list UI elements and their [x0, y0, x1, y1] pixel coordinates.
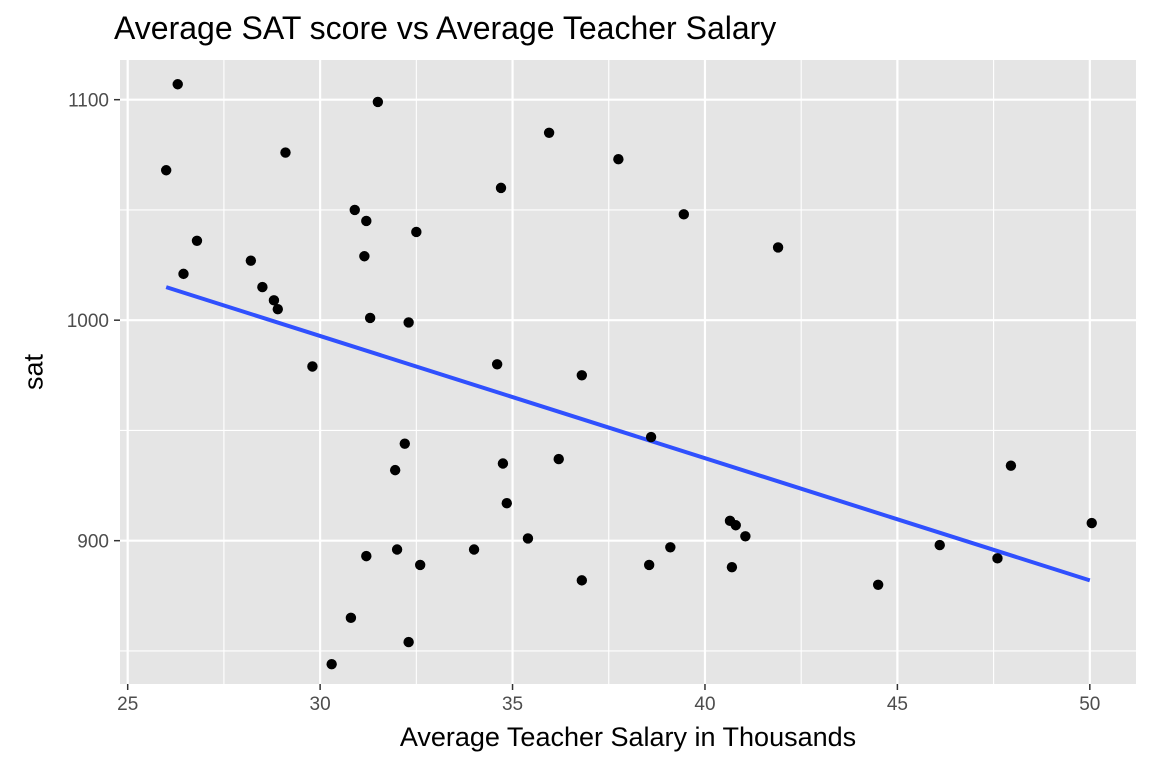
x-tick-label: 25: [117, 694, 138, 715]
data-point: [678, 209, 690, 220]
fit-layer: [165, 285, 1091, 583]
data-point: [178, 268, 189, 280]
data-point: [345, 612, 357, 624]
data-point: [160, 165, 172, 176]
data-point: [543, 127, 555, 138]
y-axis: 900 1000 1100: [67, 91, 120, 553]
data-point: [361, 550, 372, 562]
data-point: [389, 464, 401, 476]
y-tick-label: 1000: [67, 311, 109, 332]
x-axis: 25 30 35 40 45 50: [117, 684, 1100, 715]
x-tick-label: 30: [310, 694, 331, 715]
data-point: [1086, 517, 1097, 529]
data-point: [645, 431, 657, 443]
x-axis-label: Average Teacher Salary in Thousands: [399, 722, 857, 752]
data-point: [172, 79, 183, 90]
data-point: [191, 235, 203, 247]
data-point: [553, 453, 564, 465]
chart-title: Average SAT score vs Average Teacher Sal…: [114, 10, 777, 46]
data-point: [576, 370, 588, 381]
data-point: [403, 636, 414, 648]
grid-minor: [120, 60, 1136, 684]
data-point: [391, 544, 403, 555]
data-point: [740, 531, 751, 542]
regression-line: [165, 285, 1091, 583]
data-point: [491, 359, 503, 370]
data-point: [257, 281, 268, 293]
data-point: [665, 542, 676, 553]
data-point: [326, 658, 337, 670]
data-point: [411, 226, 422, 238]
data-point: [399, 438, 410, 449]
data-point: [268, 295, 280, 306]
points-layer: [160, 79, 1097, 670]
y-tick-label: 1100: [68, 91, 109, 112]
plot-panel: [120, 60, 1136, 684]
data-point: [726, 561, 738, 573]
y-axis-label: sat: [18, 353, 49, 391]
data-point: [364, 312, 376, 324]
data-point: [272, 303, 283, 315]
y-tick-label: 900: [77, 532, 109, 553]
data-point: [307, 361, 318, 372]
data-point: [349, 204, 360, 216]
data-point: [772, 242, 784, 253]
data-point: [495, 182, 507, 194]
data-point: [1005, 460, 1017, 471]
data-point: [613, 154, 624, 165]
data-point: [934, 539, 945, 551]
x-tick-label: 45: [887, 694, 908, 715]
data-point: [468, 544, 480, 555]
data-point: [643, 559, 655, 571]
x-tick-label: 35: [502, 694, 523, 715]
y-axis-label-wrap: sat: [14, 60, 54, 684]
data-point: [992, 553, 1003, 564]
data-point: [497, 458, 509, 469]
data-point: [361, 215, 372, 227]
data-point: [414, 559, 426, 571]
x-tick-label: 50: [1079, 694, 1100, 715]
data-point: [280, 147, 291, 158]
data-point: [522, 533, 534, 544]
x-tick-label: 40: [694, 694, 715, 715]
data-point: [403, 317, 414, 328]
data-point: [245, 255, 257, 266]
data-point: [576, 575, 588, 586]
data-point: [359, 251, 370, 262]
data-point: [372, 96, 384, 108]
grid-major: [120, 60, 1136, 684]
data-point: [872, 579, 884, 590]
data-point: [730, 520, 741, 531]
data-point: [501, 497, 512, 509]
